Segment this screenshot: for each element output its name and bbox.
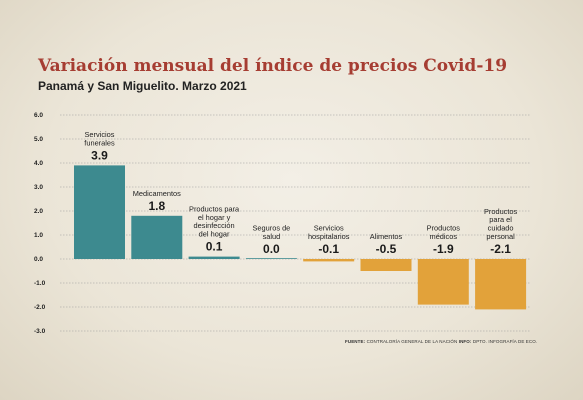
category-label: Servicios <box>85 130 115 139</box>
category-label: personal <box>486 232 515 241</box>
value-label: 1.8 <box>148 199 165 213</box>
category-label: Seguros de <box>252 224 290 233</box>
category-label: Servicios <box>314 224 344 233</box>
category-label: Medicamentos <box>133 189 181 198</box>
category-label: salud <box>263 232 281 241</box>
category-label: desinfección <box>194 221 235 230</box>
y-tick-label: -2.0 <box>34 304 46 311</box>
value-label: -0.5 <box>376 242 397 256</box>
value-label: 0.0 <box>263 242 280 256</box>
y-tick-label: 2.0 <box>34 208 43 215</box>
source-fuente-label: FUENTE: <box>345 339 366 344</box>
source-note: FUENTE: CONTRALORÍA GENERAL DE LA NACIÓN… <box>345 339 537 344</box>
bar <box>245 258 297 259</box>
bar <box>360 259 412 271</box>
bar <box>131 215 183 259</box>
bar <box>188 256 240 259</box>
value-label: 0.1 <box>206 240 223 254</box>
source-info-text: DPTO. INFOGRAFÍA DE ECO. <box>472 339 538 344</box>
y-tick-label: 5.0 <box>34 136 43 143</box>
y-tick-label: 3.0 <box>34 184 43 191</box>
y-tick-label: 4.0 <box>34 160 43 167</box>
y-tick-label: 1.0 <box>34 232 43 239</box>
value-label: 3.9 <box>91 148 108 162</box>
category-label: Productos para <box>189 204 240 213</box>
y-tick-label: -1.0 <box>34 280 46 287</box>
value-label: -0.1 <box>318 242 339 256</box>
chart-subtitle: Panamá y San Miguelito. Marzo 2021 <box>38 79 247 93</box>
category-label: del hogar <box>199 230 230 239</box>
bar <box>417 259 469 305</box>
y-tick-label: 6.0 <box>34 112 43 119</box>
chart-title: Variación mensual del índice de precios … <box>38 56 508 76</box>
bar <box>303 259 355 262</box>
category-label: Productos <box>427 224 461 233</box>
value-label: -1.9 <box>433 242 454 256</box>
category-label: cuidado <box>488 224 514 233</box>
category-label: médicos <box>430 232 458 241</box>
category-label: para el <box>489 215 512 224</box>
value-label: -2.1 <box>490 242 511 256</box>
source-info-label: INFO: <box>458 339 472 344</box>
category-label: Alimentos <box>370 232 403 241</box>
bar <box>74 165 125 259</box>
category-label: el hogar y <box>198 213 231 222</box>
bar <box>475 259 527 310</box>
y-tick-label: 0.0 <box>34 256 43 263</box>
source-fuente-text: CONTRALORÍA GENERAL DE LA NACIÓN <box>366 339 458 344</box>
category-label: hospitalarios <box>308 232 350 241</box>
category-label: funerales <box>84 138 115 147</box>
category-label: Productos <box>484 207 518 216</box>
y-tick-label: -3.0 <box>34 328 46 335</box>
